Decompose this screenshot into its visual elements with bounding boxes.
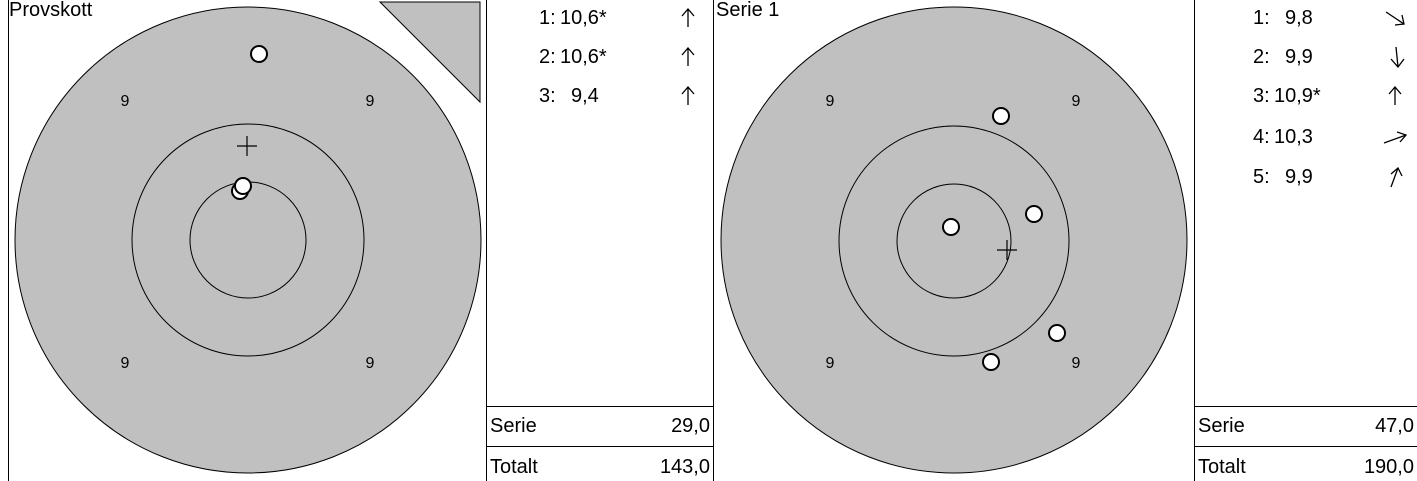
target-ring <box>131 123 365 357</box>
ring-label: 9 <box>826 93 835 110</box>
serie-label: Serie <box>490 415 537 437</box>
shot-number: 1: <box>539 7 556 29</box>
arrow-up-right-icon <box>1390 166 1403 188</box>
shot-hole-icon[interactable] <box>992 107 1010 125</box>
shot-number: 5: <box>1253 166 1270 188</box>
ring-label: 9 <box>121 355 130 372</box>
ring-label: 9 <box>826 355 835 372</box>
target-canvas[interactable]: 9 9 9 9 <box>714 0 1194 481</box>
summary-divider <box>1194 406 1417 407</box>
panel-divider <box>713 0 714 481</box>
shot-hole-icon[interactable] <box>942 218 960 236</box>
corner-triangle-icon <box>378 1 481 104</box>
shot-score: 9,9 <box>1285 166 1313 188</box>
target-face <box>14 6 482 474</box>
arrow-up-icon <box>681 47 695 66</box>
summary-divider <box>1194 446 1417 447</box>
shot-hole-icon[interactable] <box>234 177 252 195</box>
arrow-right-icon <box>1383 131 1408 144</box>
arrow-up-icon <box>681 8 695 27</box>
shot-number: 3: <box>1253 85 1270 107</box>
panel-title: Serie 1 <box>716 0 780 21</box>
shot-score: 9,4 <box>571 85 599 107</box>
ring-label: 9 <box>121 93 130 110</box>
panel-title: Provskott <box>9 0 93 21</box>
shot-hole-icon[interactable] <box>982 353 1000 371</box>
summary-divider <box>486 406 713 407</box>
arrow-down-icon <box>1390 46 1405 69</box>
target-canvas[interactable]: 9 9 9 9 <box>0 0 486 481</box>
shot-score: 10,6* <box>560 46 607 68</box>
shot-score: 9,9 <box>1285 46 1313 68</box>
shot-score: 10,6* <box>560 7 607 29</box>
shot-number: 1: <box>1253 7 1270 29</box>
serie-label: Serie <box>1198 415 1245 437</box>
shot-hole-icon[interactable] <box>250 45 268 63</box>
crosshair-icon <box>237 136 257 156</box>
ring-label: 9 <box>366 93 375 110</box>
shot-hole-icon[interactable] <box>1025 205 1043 223</box>
shot-number: 4: <box>1253 126 1270 148</box>
panel-divider <box>486 0 487 481</box>
serie-value: 47,0 <box>1375 415 1414 437</box>
target-ring <box>896 183 1012 299</box>
ring-label: 9 <box>1072 93 1081 110</box>
ring-label: 9 <box>1072 355 1081 372</box>
panel-left-border <box>8 0 9 481</box>
ring-label: 9 <box>366 355 375 372</box>
totalt-value: 143,0 <box>659 456 710 478</box>
totalt-value: 190,0 <box>1363 456 1414 478</box>
arrow-up-icon <box>1388 86 1402 105</box>
shot-score: 10,9* <box>1274 85 1321 107</box>
shot-score: 9,8 <box>1285 7 1313 29</box>
totalt-label: Totalt <box>490 456 538 478</box>
target-face <box>720 6 1188 474</box>
summary-divider <box>486 446 713 447</box>
shot-number: 2: <box>539 46 556 68</box>
shot-number: 3: <box>539 85 556 107</box>
crosshair-icon <box>997 240 1017 260</box>
shot-number: 2: <box>1253 46 1270 68</box>
shot-hole-icon[interactable] <box>1048 324 1066 342</box>
arrow-up-icon <box>681 86 695 105</box>
serie-value: 29,0 <box>671 415 710 437</box>
shot-score: 10,3 <box>1274 126 1313 148</box>
panel-divider <box>1194 0 1195 481</box>
arrow-down-right-icon <box>1385 11 1405 26</box>
target-ring <box>838 125 1070 357</box>
totalt-label: Totalt <box>1198 456 1246 478</box>
